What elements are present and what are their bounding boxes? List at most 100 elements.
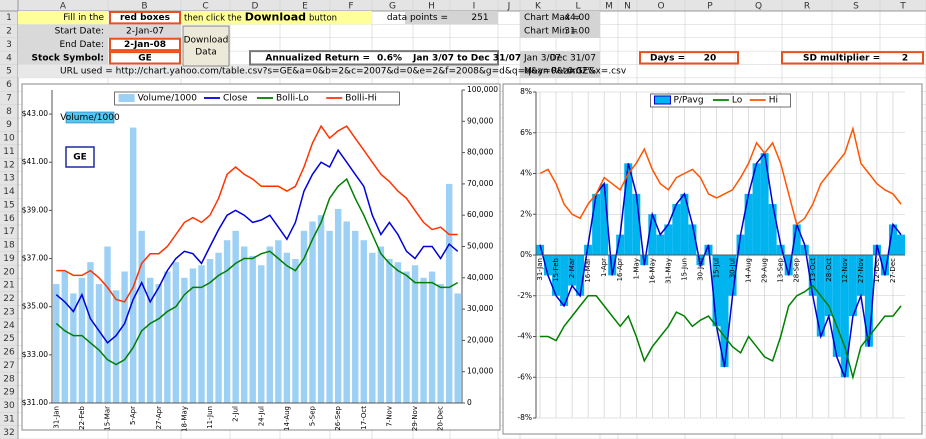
- volume-bar: [198, 265, 205, 403]
- y2-tick-label: 20,000: [467, 335, 493, 344]
- volume-bar: [352, 230, 359, 403]
- column-header: T: [899, 2, 906, 12]
- volume-bar: [283, 252, 291, 403]
- y2-tick-label: 80,000: [467, 148, 493, 157]
- cell-fill: [109, 11, 181, 25]
- column-header: B: [141, 2, 147, 12]
- volume-bar: [334, 208, 342, 403]
- volume-bar: [147, 277, 154, 403]
- cell-text-part: button: [309, 13, 337, 23]
- cell-text: data points =: [387, 13, 448, 23]
- volume-bar: [61, 271, 69, 403]
- volume-bar: [266, 246, 274, 403]
- column: [680, 193, 689, 255]
- column: [856, 255, 865, 296]
- y2-tick-label: 50,000: [467, 242, 493, 251]
- download-button[interactable]: [182, 25, 230, 67]
- row-header: 13: [3, 174, 14, 184]
- x-tick-label: 16-Apr: [616, 258, 624, 282]
- legend-label: Bolli-Lo: [276, 94, 309, 104]
- y-tick-label: 6%: [520, 128, 532, 137]
- volume-bar: [112, 290, 120, 403]
- volume-bar: [292, 259, 299, 403]
- symbol-box: [65, 146, 95, 168]
- column: [592, 193, 601, 255]
- column-header-bar: [0, 0, 926, 11]
- row-header-bar: [0, 0, 18, 439]
- volume-bar: [189, 268, 197, 403]
- row-header: 3: [6, 40, 12, 50]
- y-tick-label: $43.00: [22, 109, 48, 118]
- cell-text: SD multiplier =: [803, 53, 880, 63]
- column: [656, 234, 665, 255]
- column-header: A: [60, 2, 67, 12]
- column-header: L: [575, 2, 580, 12]
- y-tick-label: 8%: [520, 87, 532, 96]
- column: [648, 214, 657, 255]
- column-header: C: [202, 2, 208, 12]
- volume-bar: [78, 277, 86, 403]
- cell-text: 2: [902, 53, 908, 63]
- row-header: 12: [3, 160, 14, 170]
- column: [784, 255, 793, 276]
- cell-text: Jan 3/07 to Dec 31/07: [412, 53, 521, 63]
- y2-tick-label: 0: [467, 398, 472, 407]
- y-tick-label: $41.00: [22, 157, 48, 166]
- column: [880, 255, 889, 276]
- row-header: 27: [3, 361, 14, 371]
- cell-fill: [639, 51, 739, 65]
- cell-text: Jan 3/07: [523, 53, 561, 63]
- cell-text: red boxes: [120, 13, 170, 23]
- legend-label: Volume/1000: [138, 94, 198, 104]
- row-header: 14: [3, 187, 15, 197]
- column: [840, 255, 849, 378]
- row-header: 15: [3, 200, 14, 210]
- cell-text: 0.6%: [377, 53, 402, 63]
- cell-text: Dec 31/07: [550, 53, 596, 63]
- row-header: 19: [3, 254, 15, 264]
- row-header: 23: [3, 307, 14, 317]
- x-tick-label: 7-Nov: [385, 406, 393, 427]
- y-tick-label: $31.00: [22, 398, 48, 407]
- x-tick-label: 14-Aug: [745, 258, 753, 283]
- cell-fill: [520, 11, 600, 38]
- column-header: F: [348, 2, 353, 12]
- column-header: R: [804, 2, 810, 12]
- row-header: 26: [3, 348, 15, 358]
- x-tick-label: 2-Jul: [232, 406, 240, 422]
- button-label: Data: [195, 48, 217, 58]
- row-header: 17: [3, 227, 14, 237]
- volume-bar: [223, 240, 231, 403]
- volume-bar: [445, 183, 453, 403]
- volume-bar: [87, 262, 94, 403]
- x-tick-label: 17-Oct: [360, 406, 368, 430]
- column: [888, 224, 897, 255]
- x-tick-label: 1-May: [632, 258, 640, 279]
- cell-fill: [109, 51, 181, 65]
- x-tick-label: 26-Sep: [334, 405, 342, 430]
- volume-bar: [317, 215, 325, 403]
- column-edge: [539, 151, 902, 378]
- legend-label: Close: [223, 94, 248, 104]
- cell-text: Days =: [650, 53, 685, 63]
- y-tick-label: -8%: [517, 413, 532, 422]
- column: [536, 244, 545, 255]
- x-tick-label: 27-Dec: [889, 258, 897, 283]
- y-tick-label: 0%: [520, 250, 532, 259]
- cell-text: 31.00: [564, 27, 590, 37]
- column: [776, 244, 785, 255]
- x-tick-label: 5-Apr: [129, 406, 137, 425]
- volume-bar: [95, 284, 103, 403]
- volume-bar: [155, 284, 162, 403]
- column: [576, 255, 585, 296]
- cell-fill: [18, 24, 181, 38]
- volume-bar: [240, 246, 248, 403]
- column: [600, 183, 609, 255]
- button-label: Download: [184, 36, 229, 46]
- volume-bar: [454, 293, 461, 403]
- column: [608, 255, 617, 276]
- row-header: 25: [3, 334, 14, 344]
- x-tick-label: 1-Apr: [600, 258, 608, 277]
- x-tick-label: 2-Mar: [568, 258, 576, 278]
- y-tick-label: $35.00: [22, 302, 48, 311]
